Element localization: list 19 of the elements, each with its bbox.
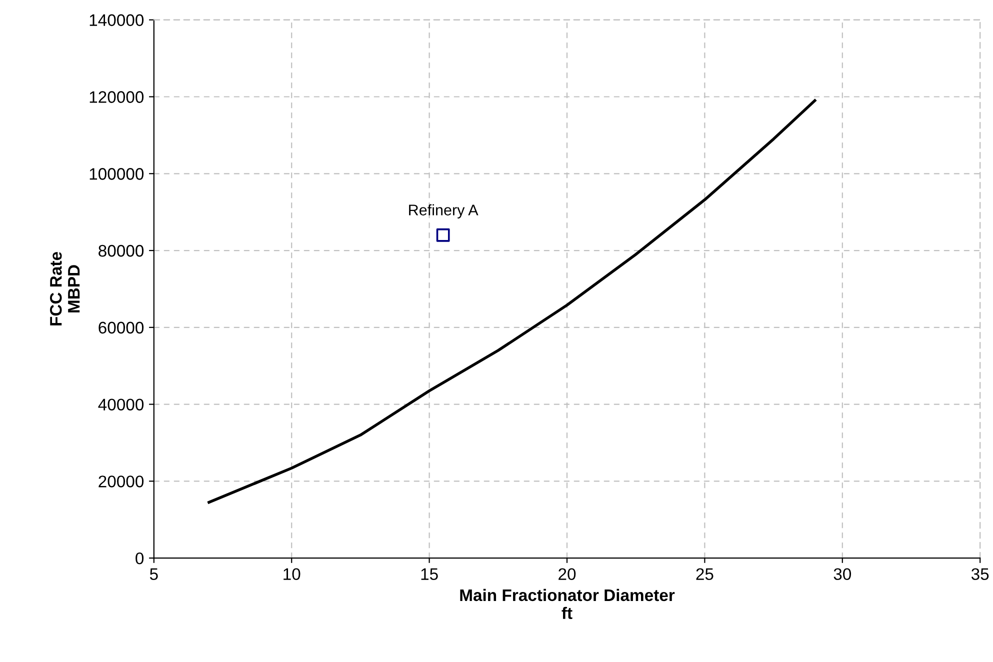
y-tick-label: 100000 [90,168,144,180]
y-tick-label: 0 [136,552,144,564]
x-axis-title: Main Fractionator Diameter ft [460,588,675,620]
y-axis-title: FCC Rate MBPD [50,252,80,326]
y-tick-label: 80000 [98,244,144,257]
line-series [208,99,816,504]
y-tick-label: 140000 [90,14,144,26]
x-tick-label: 25 [696,568,714,580]
y-tick-label: 60000 [98,322,144,334]
x-tick-label: 30 [834,568,852,580]
x-tick-label: 35 [971,568,989,580]
x-tick-label: 15 [421,568,438,580]
y-tick-label: 120000 [90,91,144,103]
x-tick-label: 5 [150,568,158,580]
y-tick-label: 40000 [98,398,144,410]
annotation: Refinery A [409,204,478,218]
x-tick-label: 10 [284,568,300,580]
y-tick-label: 20000 [98,476,144,488]
x-tick-label: 20 [558,568,576,580]
